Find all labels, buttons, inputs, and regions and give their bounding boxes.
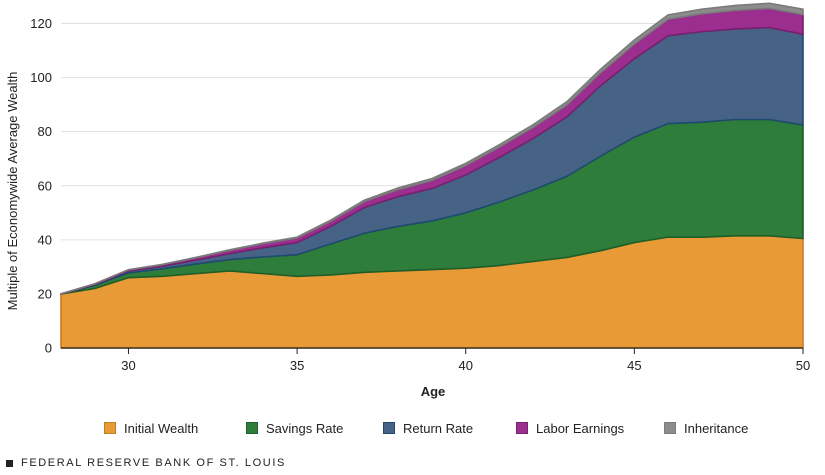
x-tick-label: 45 [627, 358, 641, 373]
y-tick-label: 0 [45, 341, 52, 356]
footer-square-icon [6, 459, 13, 467]
legend-swatch [104, 422, 116, 434]
legend: Initial Wealth Savings Rate Return Rate Lab… [0, 418, 825, 438]
x-tick-label: 35 [290, 358, 304, 373]
y-tick-label: 120 [30, 16, 52, 31]
legend-item-savings-rate: Savings Rate [246, 418, 343, 438]
y-tick-label: 20 [38, 286, 52, 301]
legend-item-return-rate: Return Rate [383, 418, 473, 438]
x-axis-title: Age [421, 384, 446, 399]
area-inheritance [60, 2, 804, 295]
footer: FEDERAL RESERVE BANK OF ST. LOUIS [6, 456, 286, 470]
legend-label: Initial Wealth [124, 420, 199, 436]
y-tick-label: 60 [38, 178, 52, 193]
legend-item-inheritance: Inheritance [664, 418, 748, 438]
y-tick-label: 40 [38, 232, 52, 247]
legend-swatch [246, 422, 258, 434]
legend-swatch [383, 422, 395, 434]
legend-item-labor-earnings: Labor Earnings [516, 418, 624, 438]
y-axis-title: Multiple of Economywide Average Wealth [5, 72, 20, 311]
y-tick-label: 80 [38, 124, 52, 139]
axes: 0 20 40 60 80 100 120 30 35 40 45 50 [30, 16, 810, 373]
x-tick-label: 30 [121, 358, 135, 373]
legend-label: Labor Earnings [536, 420, 625, 436]
area-series-group [60, 2, 804, 349]
legend-label: Savings Rate [266, 420, 344, 436]
x-tick-label: 40 [458, 358, 472, 373]
x-tick-label: 50 [796, 358, 810, 373]
y-tick-label: 100 [30, 70, 52, 85]
legend-label: Inheritance [684, 420, 749, 436]
footer-source-text: FEDERAL RESERVE BANK OF ST. LOUIS [21, 457, 286, 469]
legend-label: Return Rate [403, 420, 474, 436]
legend-swatch [664, 422, 676, 434]
legend-swatch [516, 422, 528, 434]
legend-item-initial-wealth: Initial Wealth [104, 418, 198, 438]
